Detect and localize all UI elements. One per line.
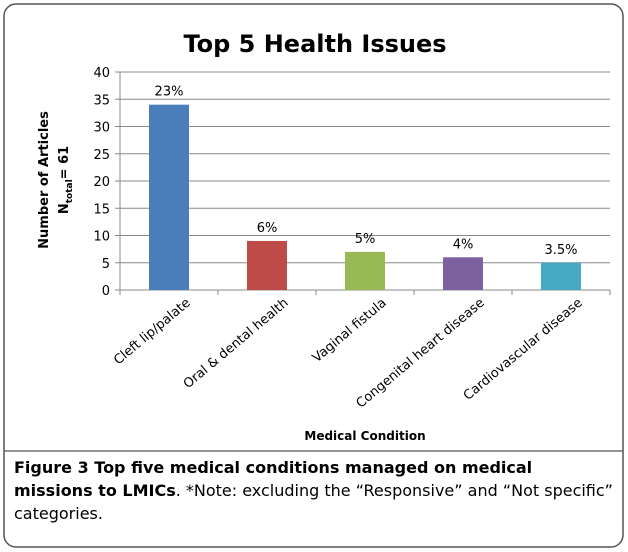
bar	[541, 262, 581, 290]
bar-annotation: 4%	[453, 237, 474, 252]
bar-annotation: 6%	[257, 221, 278, 236]
caption-rest: . *Note: excluding the “Responsive” and …	[14, 481, 613, 523]
y-tick-label: 25	[93, 148, 110, 163]
bar-annotation: 5%	[355, 232, 376, 247]
note-base: N	[57, 203, 72, 214]
y-axis-label: Number of Articles	[37, 111, 52, 249]
bar	[443, 257, 483, 290]
bar	[149, 104, 189, 290]
y-tick-label: 30	[93, 121, 110, 136]
y-tick-label: 15	[93, 202, 110, 217]
chart-title: Top 5 Health Issues	[183, 30, 446, 58]
y-tick-label: 5	[102, 257, 110, 272]
y-tick-label: 20	[93, 175, 110, 190]
y-tick-label: 40	[93, 66, 110, 81]
bar	[247, 240, 287, 290]
y-tick-label: 0	[102, 284, 110, 299]
y-tick-label: 35	[93, 93, 110, 108]
y-tick-label: 10	[93, 230, 110, 245]
caption-bold: Figure 3 Top five medical conditions man…	[14, 458, 533, 500]
x-axis-label: Medical Condition	[304, 429, 425, 443]
bar	[345, 251, 385, 290]
y-axis-note: Ntotal= 61	[57, 146, 75, 214]
caption: Figure 3 Top five medical conditions man…	[14, 456, 614, 525]
note-sub: total	[65, 179, 75, 203]
note-rest: = 61	[57, 146, 72, 180]
bar-annotation: 3.5%	[544, 243, 577, 258]
bar-annotation: 23%	[155, 85, 184, 100]
